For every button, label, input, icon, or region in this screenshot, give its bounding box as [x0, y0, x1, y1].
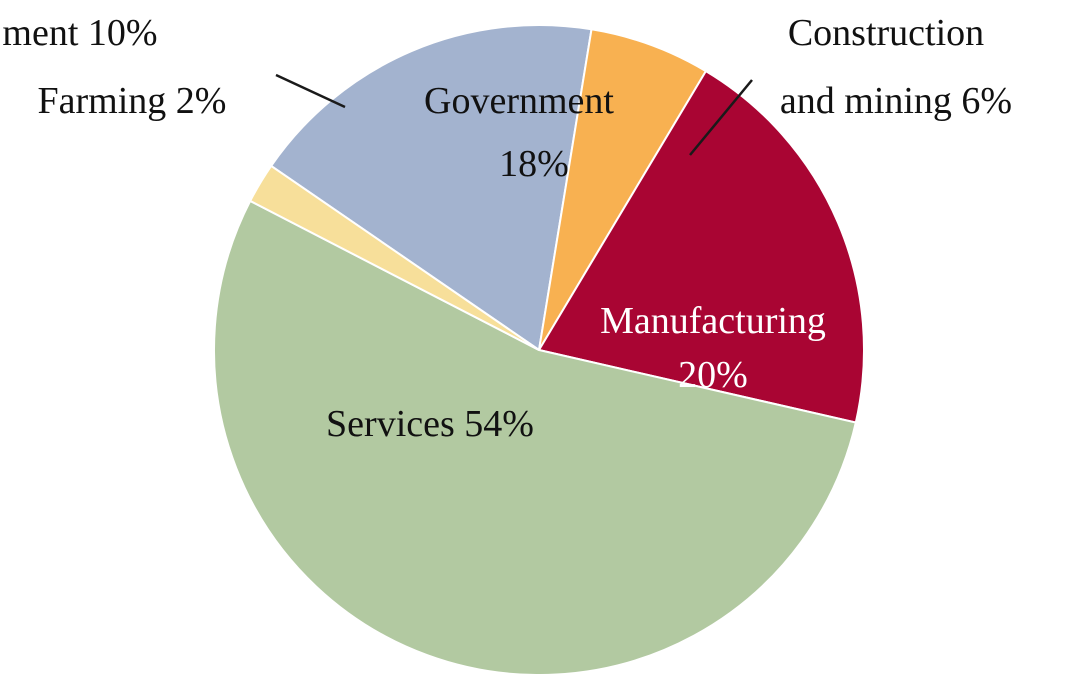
- leader-line-farming: [275, 73, 346, 109]
- slice-value-government: 18%: [499, 143, 569, 185]
- slice-value-construction: and mining 6%: [780, 80, 1012, 122]
- pie-slices: [213, 24, 866, 674]
- pie-slice-farming: [248, 164, 540, 351]
- pie-slice-services: [213, 199, 857, 674]
- slice-labels: Government 18% Construction and mining 6…: [2, 12, 1012, 445]
- slice-label-manufacturing: Manufacturing: [600, 300, 826, 342]
- slice-label-construction: Construction: [788, 12, 984, 54]
- pie-slice-government: [269, 24, 593, 352]
- leader-lines: [275, 73, 753, 156]
- leader-line-construction: [689, 79, 753, 156]
- clipped-label: ment 10%: [2, 12, 157, 54]
- pie-slice-construction-and-mining: [538, 28, 708, 351]
- slice-label-farming: Farming 2%: [38, 80, 227, 122]
- slice-label-services: Services 54%: [326, 403, 534, 445]
- slice-label-government: Government: [424, 80, 614, 122]
- pie-slice-manufacturing: [537, 69, 866, 424]
- slice-value-manufacturing: 20%: [678, 354, 748, 396]
